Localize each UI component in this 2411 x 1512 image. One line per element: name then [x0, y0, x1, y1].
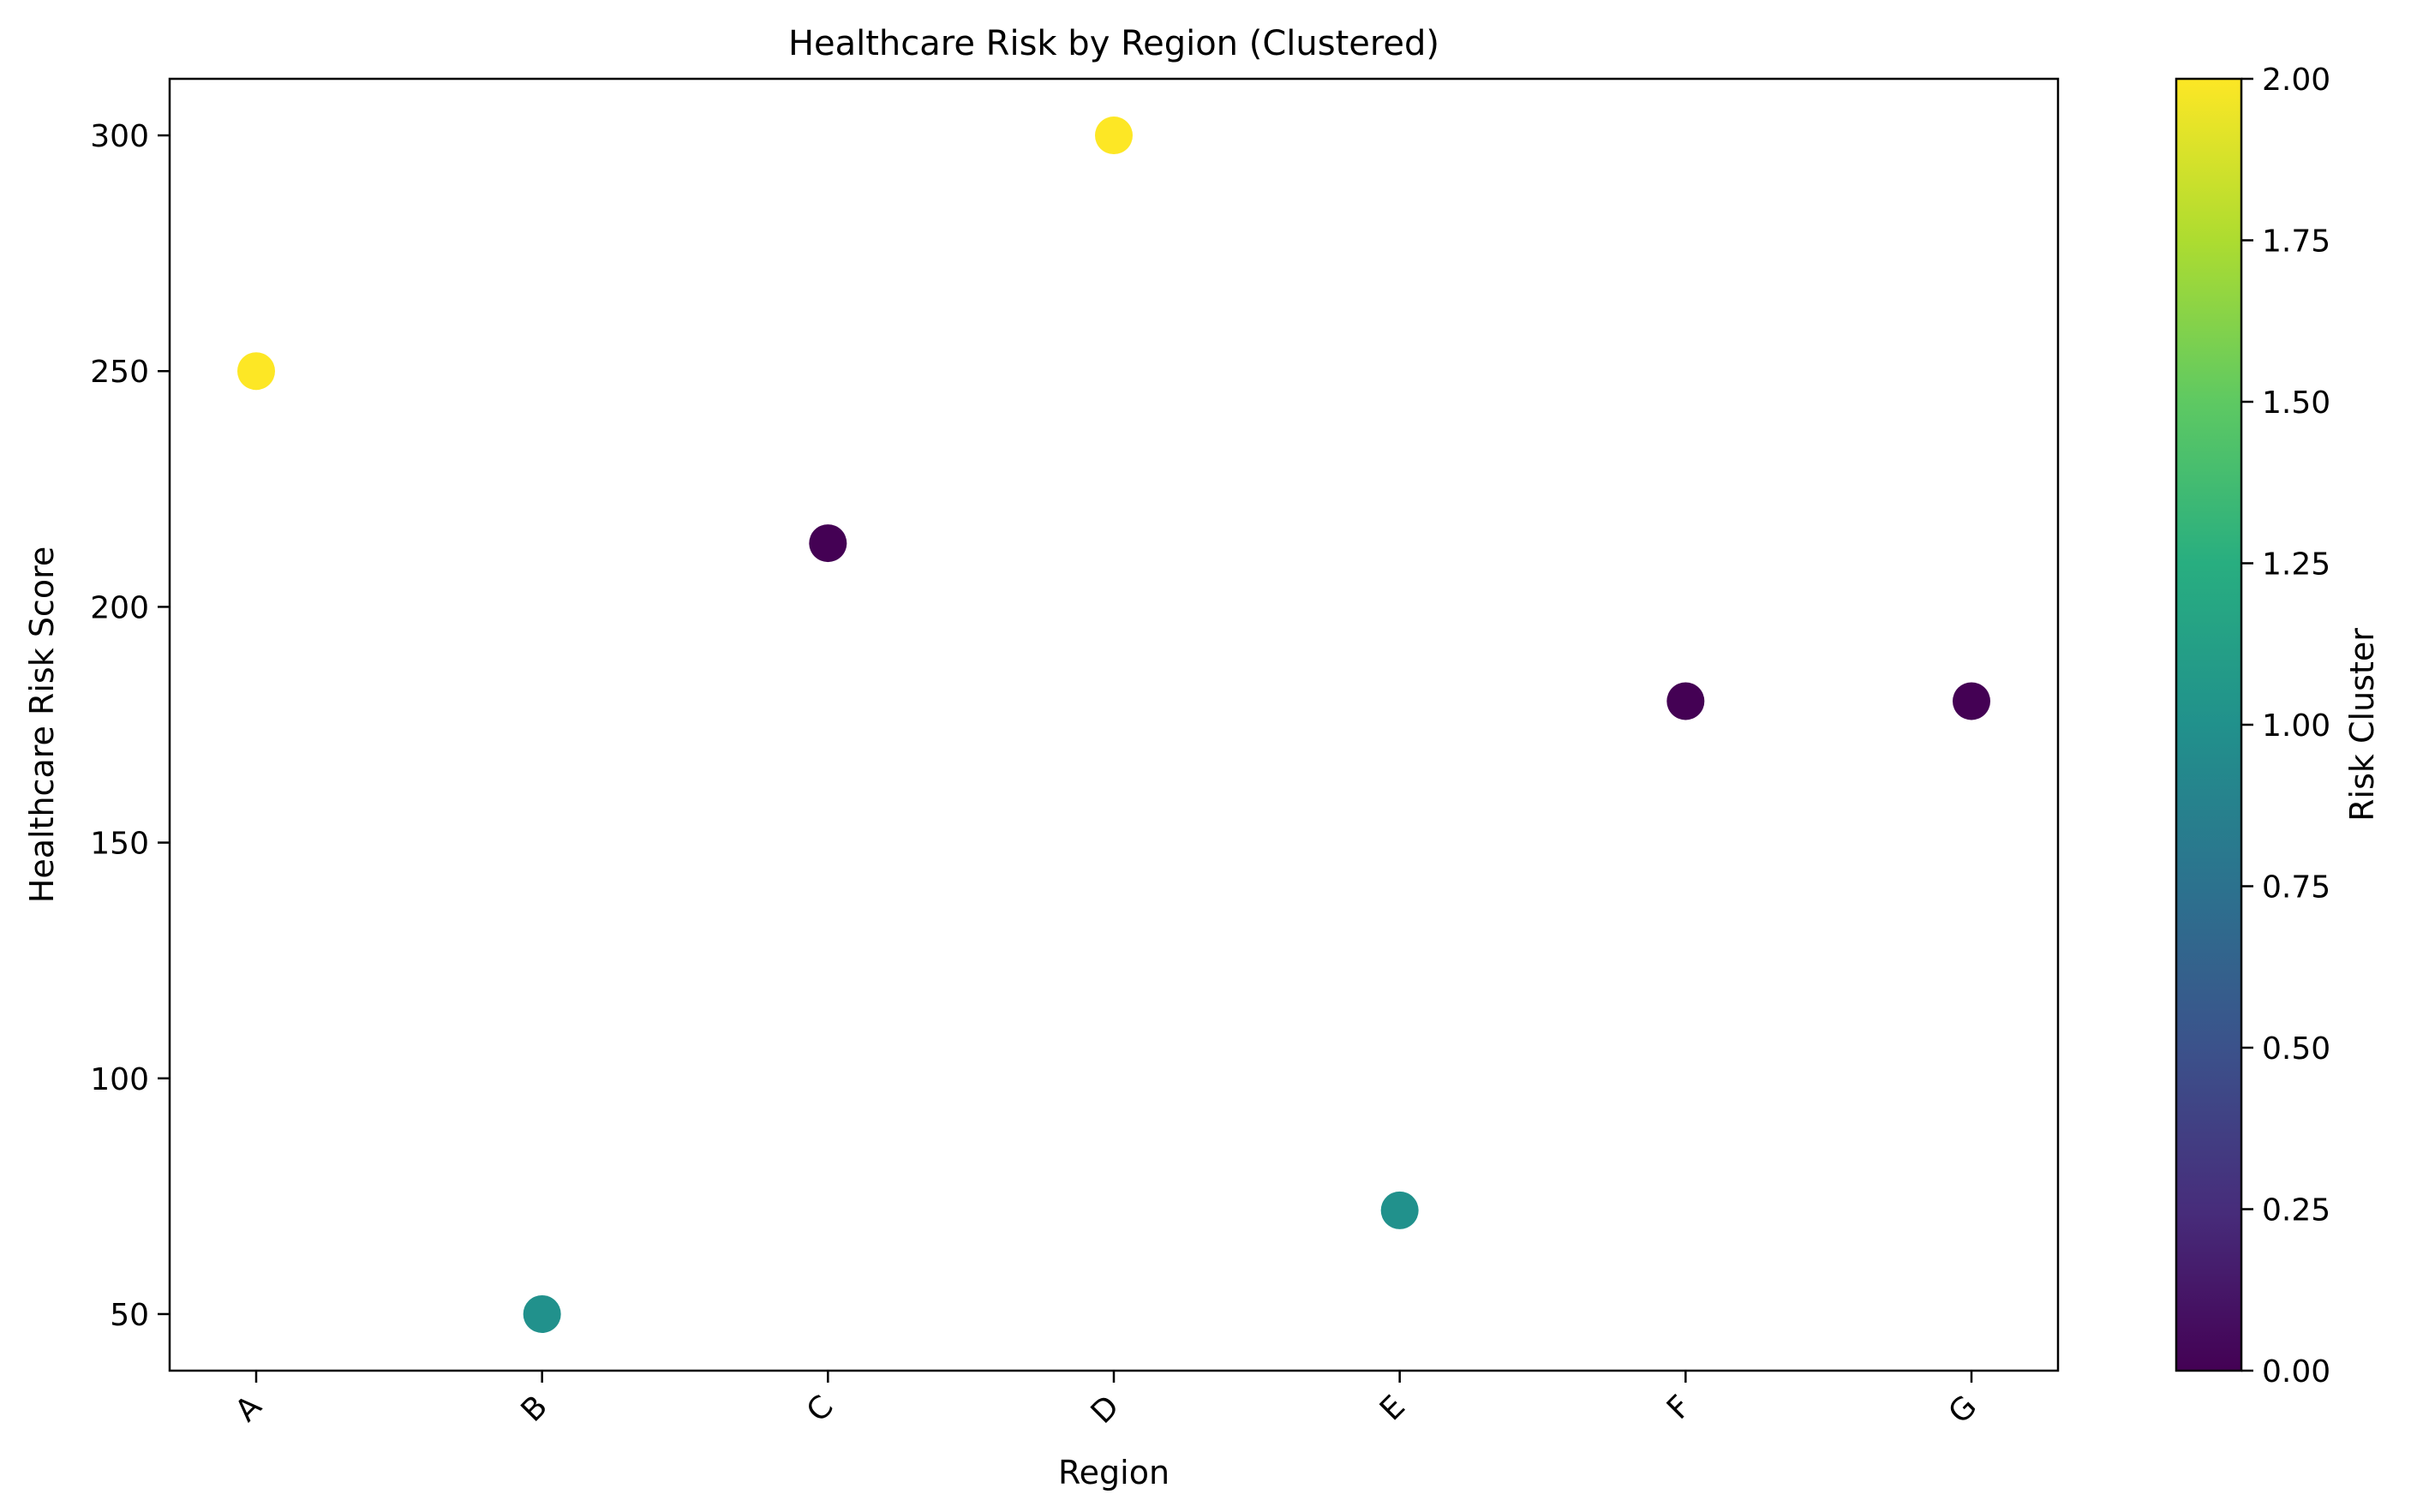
colorbar-tick-label: 1.75 [2262, 224, 2330, 260]
scatter-point-e [1380, 1191, 1419, 1229]
scatter-point-d [1095, 117, 1133, 155]
scatter-point-a [237, 352, 275, 391]
y-tick-label: 250 [90, 355, 149, 390]
x-tick-label: G [1942, 1389, 1984, 1431]
x-axis-label: Region [1058, 1454, 1170, 1491]
y-tick-label: 100 [90, 1062, 149, 1097]
y-tick-label: 200 [90, 590, 149, 625]
scatter-points [237, 117, 1990, 1333]
chart-title: Healthcare Risk by Region (Clustered) [788, 24, 1439, 63]
colorbar-label: Risk Cluster [2343, 628, 2381, 822]
x-tick-label: B [515, 1389, 554, 1428]
y-axis-label: Healthcare Risk Score [23, 547, 61, 903]
y-tick-label: 150 [90, 827, 149, 862]
colorbar-tick-label: 0.25 [2262, 1193, 2330, 1228]
plot-area: 50 100 150 200 250 300 A B C D E F G [90, 77, 2060, 1431]
colorbar-tick-label: 0.00 [2262, 1354, 2330, 1389]
colorbar-tick-label: 0.75 [2262, 870, 2330, 905]
colorbar-tick-label: 0.50 [2262, 1031, 2330, 1067]
x-tick-label: D [1085, 1389, 1127, 1431]
colorbar-gradient [2175, 77, 2243, 1372]
y-axis: 50 100 150 200 250 300 [90, 119, 170, 1333]
colorbar-tick-label: 1.25 [2262, 547, 2330, 583]
scatter-point-b [523, 1294, 561, 1333]
plot-frame [168, 77, 2060, 1372]
scatter-point-g [1953, 682, 1990, 720]
colorbar-tick-label: 1.50 [2262, 385, 2330, 421]
colorbar-ticks: 0.00 0.25 0.50 0.75 1.00 1.25 1.50 1.75 2.00 [2241, 63, 2330, 1389]
scatter-point-f [1666, 682, 1705, 720]
y-tick-label: 300 [90, 119, 149, 154]
colorbar-tick-label: 2.00 [2262, 63, 2330, 98]
x-tick-label: F [1660, 1389, 1698, 1426]
y-tick-label: 50 [110, 1298, 149, 1333]
x-axis: A B C D E F G [229, 1371, 1983, 1431]
x-tick-label: C [800, 1389, 841, 1429]
x-tick-label: E [1373, 1389, 1412, 1427]
scatter-point-c [809, 524, 847, 563]
x-tick-label: A [229, 1389, 269, 1429]
colorbar-tick-label: 1.00 [2262, 708, 2330, 744]
colorbar: 0.00 0.25 0.50 0.75 1.00 1.25 1.50 1.75 2.00 [2175, 63, 2330, 1389]
